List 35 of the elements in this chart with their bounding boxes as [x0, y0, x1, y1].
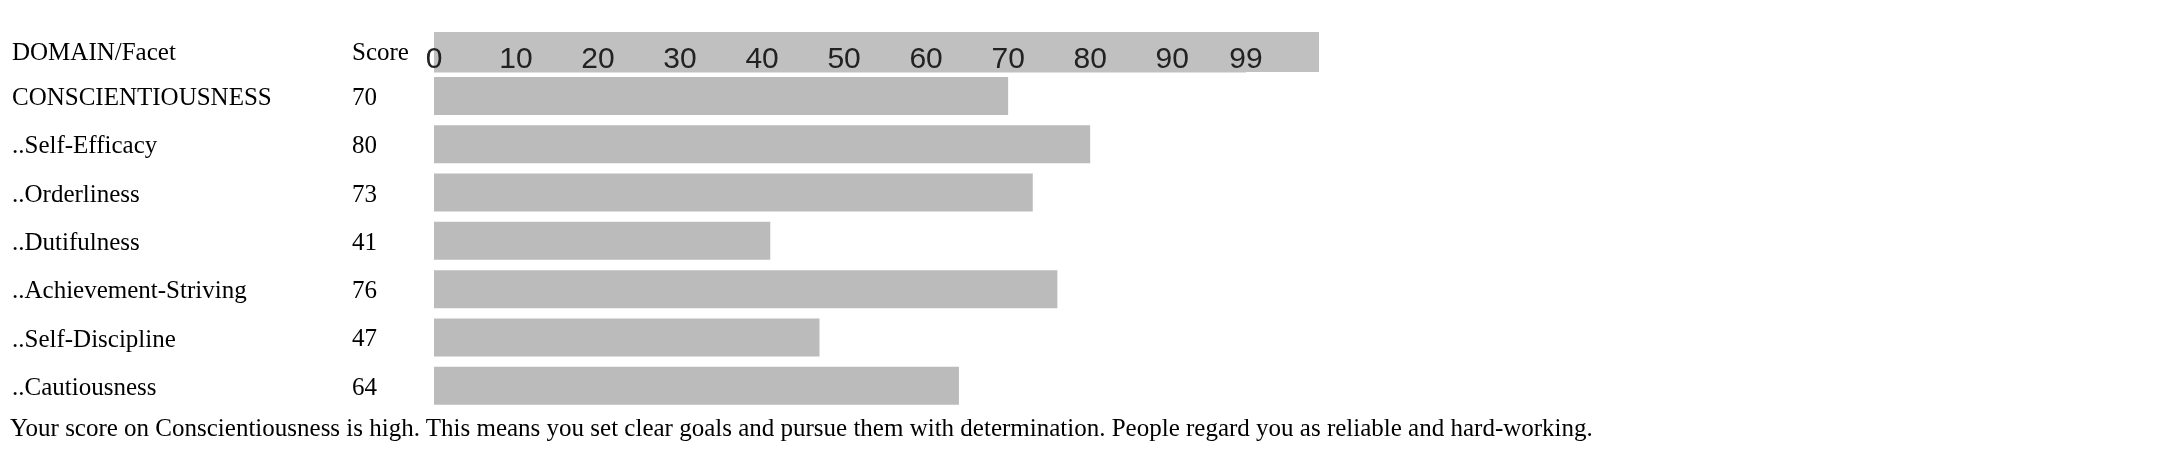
y-axis-title: DOMAIN/Facet: [12, 38, 176, 65]
data-label: 80: [352, 131, 377, 159]
x-tick-label: 70: [991, 41, 1025, 74]
y-tick-label: ..Self-Efficacy: [12, 131, 158, 159]
data-label: 47: [352, 324, 377, 352]
x-tick-label: 99: [1229, 41, 1263, 74]
x-tick-label: 20: [581, 41, 615, 74]
bar: [434, 318, 820, 357]
data-label: 70: [352, 83, 377, 110]
x-axis-title: Score: [352, 38, 409, 65]
bar: [434, 173, 1033, 212]
y-tick-label: ..Orderliness: [12, 179, 140, 207]
x-tick-label: 30: [663, 41, 697, 74]
y-tick-label: ..Achievement-Striving: [12, 276, 248, 304]
y-tick-label: ..Dutifulness: [12, 228, 140, 255]
x-tick-label: 0: [425, 41, 443, 74]
data-label: 73: [352, 179, 377, 207]
data-label: 64: [352, 372, 378, 400]
bar: [434, 221, 771, 260]
bar: [434, 270, 1058, 309]
y-tick-label: ..Self-Discipline: [12, 324, 176, 352]
bar: [434, 77, 1009, 115]
data-label: 76: [352, 276, 377, 304]
x-tick-label: 40: [745, 41, 779, 74]
y-tick-label: ..Cautiousness: [12, 372, 157, 400]
x-tick-label: 80: [1073, 41, 1107, 74]
bar: [434, 125, 1091, 164]
x-tick-label: 50: [827, 41, 861, 74]
x-tick-label: 10: [499, 41, 533, 74]
y-tick-label: CONSCIENTIOUSNESS: [12, 83, 272, 111]
x-tick-label: 60: [909, 41, 943, 74]
data-label: 41: [352, 227, 377, 255]
text: Your score on Conscientiousness is high. This means you set clear goals and pursue them with determination. People regard you as reliable and hard-working.: [9, 414, 1594, 442]
bar: [434, 366, 959, 405]
x-tick-label: 90: [1155, 41, 1189, 74]
